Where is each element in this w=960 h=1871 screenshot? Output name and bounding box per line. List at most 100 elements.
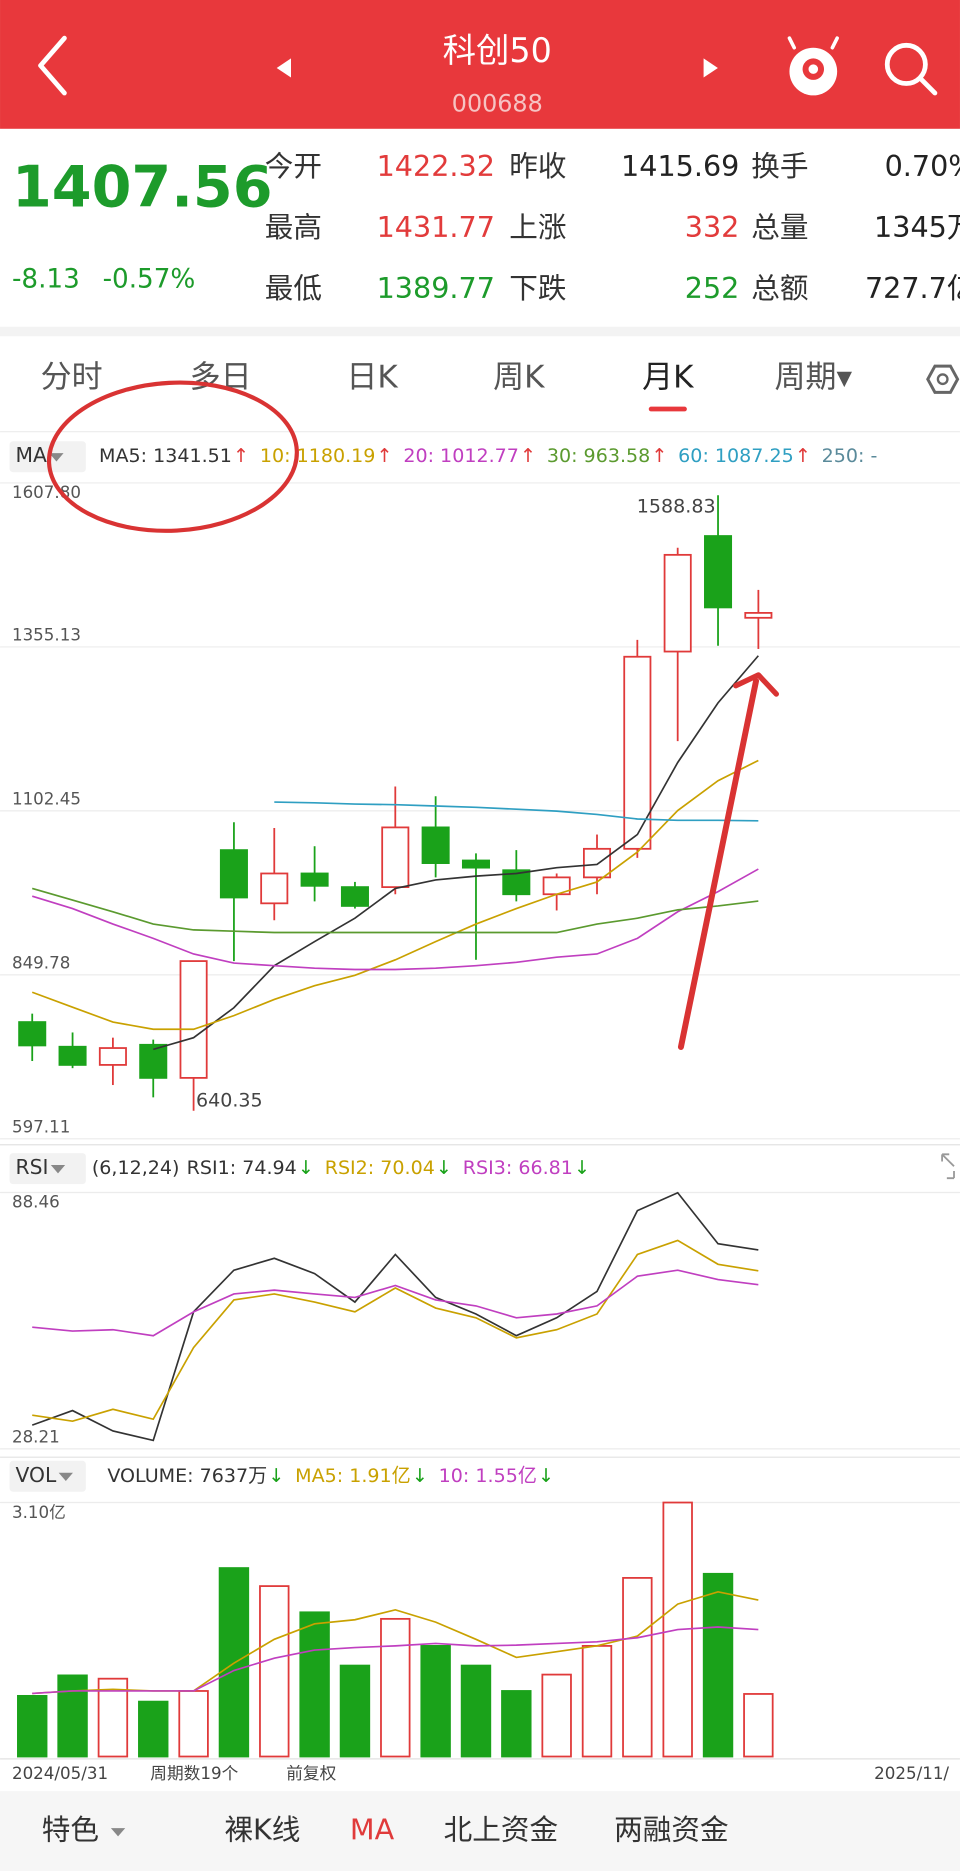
indicator-selector[interactable]: RSI <box>9 1153 86 1185</box>
period-tab[interactable]: 日K <box>346 360 398 396</box>
indicator-selector[interactable]: VOL <box>9 1460 86 1492</box>
period-tab[interactable]: 月K <box>642 360 694 396</box>
adjust-mode: 前复权 <box>286 1764 336 1783</box>
period-tab[interactable]: 分时 <box>41 360 103 396</box>
period-tab[interactable]: 周K <box>493 360 545 396</box>
indicator-name: RSI <box>16 1155 49 1179</box>
legend-item: RSI2: 70.04 <box>325 1157 435 1179</box>
y-tick-label: 28.21 <box>12 1428 60 1447</box>
indicator-line <box>274 801 759 822</box>
stat-label: 换手 <box>751 149 808 183</box>
volume-bar <box>581 1645 613 1758</box>
volume-bar <box>178 1690 209 1758</box>
stat-value: 1415.69 <box>621 149 739 183</box>
dropdown-caret <box>110 1828 126 1837</box>
volume-bar <box>57 1674 88 1758</box>
legend-trend: ↑ <box>795 445 811 467</box>
expand-icon[interactable] <box>941 1153 955 1180</box>
indicator-name: MA <box>16 443 47 467</box>
toolbar-item[interactable]: 两融资金 <box>614 1813 728 1847</box>
indicator-line <box>31 868 759 971</box>
y-tick-label: 1102.45 <box>12 790 81 809</box>
toolbar-items: 特色 裸K线 MA 北上资金 两融资金 <box>42 1813 729 1847</box>
header-title: 科创50 <box>443 31 552 70</box>
stat-label: 总量 <box>751 210 808 244</box>
x-start-label: 2024/05/31 <box>12 1764 108 1783</box>
volume-bar <box>259 1585 290 1758</box>
indicator-line <box>32 1239 759 1423</box>
indicator-line <box>31 759 759 1031</box>
mascot-button[interactable] <box>787 36 839 96</box>
indicator-line <box>32 1626 759 1695</box>
candle-body <box>98 1047 127 1066</box>
volume-bar <box>17 1694 48 1758</box>
legend-item: 20: 1012.77 <box>403 445 519 467</box>
high-label: 1588.83 <box>637 496 716 518</box>
annotation-circle <box>46 380 299 533</box>
legend-trend: ↓ <box>412 1465 428 1487</box>
tab-underline <box>648 406 687 412</box>
stat-value: 1422.32 <box>377 149 495 183</box>
toolbar-item[interactable]: 北上资金 <box>444 1813 558 1847</box>
volume-bar <box>420 1645 451 1758</box>
y-tick-label: 1355.13 <box>12 626 81 645</box>
period-tabs: 分时 多日 日K 周K 月K 周期▾ <box>41 360 853 412</box>
y-tick-label: 3.10亿 <box>12 1503 66 1522</box>
price-change: -8.13 <box>12 265 80 295</box>
stat-value: 1431.77 <box>377 210 495 244</box>
stat-value: 0.70% <box>885 149 960 183</box>
legend-item: MA5: 1341.51 <box>99 445 232 467</box>
last-price: 1407.56 <box>12 154 273 220</box>
candle-body <box>704 535 733 609</box>
candle-body <box>260 872 289 905</box>
settings-button[interactable] <box>926 364 960 394</box>
legend-item: VOLUME: 7637万 <box>107 1465 267 1487</box>
legend-trend: ↑ <box>520 445 536 467</box>
volume-bar <box>702 1572 734 1758</box>
candle-body <box>179 960 208 1079</box>
search-button[interactable] <box>884 42 938 96</box>
selector-box <box>9 1153 86 1185</box>
x-end-label: 2025/11/ <box>874 1764 949 1783</box>
legend-item: 10: 1180.19 <box>260 445 376 467</box>
legend-item: 250: - <box>822 445 878 467</box>
legend-trend: ↑ <box>233 445 249 467</box>
stat-label: 昨收 <box>509 149 566 183</box>
volume-bar <box>743 1693 774 1758</box>
indicator-line <box>153 655 759 1051</box>
volume-bar <box>138 1700 169 1758</box>
annotation-arrowhead <box>733 672 780 697</box>
y-tick-label: 88.46 <box>12 1193 60 1212</box>
legend-item: MA5: 1.91亿 <box>295 1465 411 1487</box>
toolbar-item[interactable]: 特色 <box>42 1813 99 1847</box>
candle-body <box>219 849 248 899</box>
next-button[interactable] <box>703 58 718 78</box>
prev-button[interactable] <box>276 58 291 78</box>
candle-body <box>18 1021 47 1047</box>
candle-body <box>461 859 490 869</box>
stat-value: 332 <box>685 210 740 244</box>
back-button[interactable] <box>38 35 67 96</box>
volume-bar <box>339 1664 371 1758</box>
stat-value: 1345万 <box>874 210 960 244</box>
period-tab[interactable]: 多日 <box>190 360 252 396</box>
volume-bar <box>622 1577 653 1758</box>
indicator-line <box>31 887 759 934</box>
legend-item: RSI3: 66.81 <box>463 1157 573 1179</box>
legend-trend: ↓ <box>574 1157 590 1179</box>
indicator-name: VOL <box>16 1463 57 1487</box>
toolbar-item[interactable]: 裸K线 <box>224 1813 300 1847</box>
volume-bar <box>541 1673 572 1758</box>
toolbar-item[interactable]: MA <box>350 1813 395 1847</box>
indicator-line <box>32 1269 759 1337</box>
volume-bar <box>299 1611 330 1758</box>
stat-label: 今开 <box>265 149 322 183</box>
stat-label: 总额 <box>751 271 808 305</box>
legend-trend: ↓ <box>298 1157 314 1179</box>
period-tab[interactable]: 周期▾ <box>775 360 853 396</box>
legend-trend: ↓ <box>268 1465 284 1487</box>
volume-bar <box>460 1664 492 1758</box>
y-tick-label: 597.11 <box>12 1118 70 1137</box>
